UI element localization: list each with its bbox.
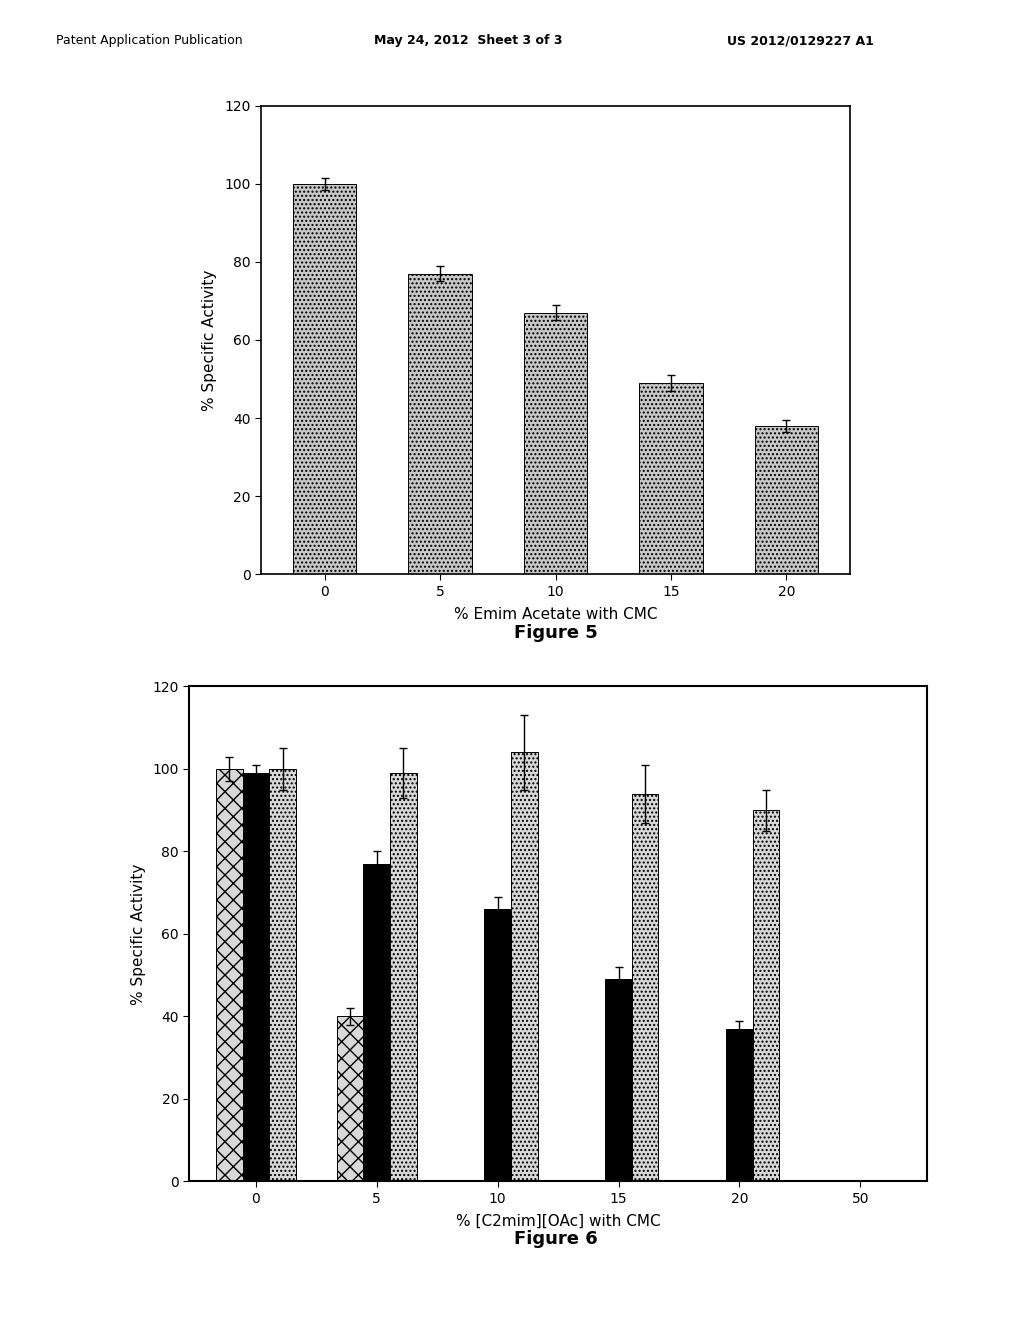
Bar	[243, 774, 269, 1181]
Bar	[753, 810, 779, 1181]
Y-axis label: % Specific Activity: % Specific Activity	[203, 269, 217, 411]
Bar	[293, 183, 356, 574]
Text: US 2012/0129227 A1: US 2012/0129227 A1	[727, 34, 873, 48]
Bar	[364, 863, 390, 1181]
Text: Figure 5: Figure 5	[514, 624, 598, 643]
Bar	[409, 273, 472, 574]
Bar	[632, 793, 658, 1181]
X-axis label: % Emim Acetate with CMC: % Emim Acetate with CMC	[454, 607, 657, 622]
Bar	[390, 774, 417, 1181]
Bar	[639, 383, 702, 574]
Text: May 24, 2012  Sheet 3 of 3: May 24, 2012 Sheet 3 of 3	[374, 34, 562, 48]
Bar	[726, 1028, 753, 1181]
Text: Patent Application Publication: Patent Application Publication	[56, 34, 243, 48]
Bar	[269, 768, 296, 1181]
Bar	[484, 909, 511, 1181]
Bar	[755, 426, 818, 574]
Text: Figure 6: Figure 6	[514, 1230, 598, 1249]
Bar	[337, 1016, 364, 1181]
Bar	[523, 313, 588, 574]
Bar	[216, 768, 243, 1181]
Bar	[605, 979, 632, 1181]
Bar	[511, 752, 538, 1181]
Y-axis label: % Specific Activity: % Specific Activity	[131, 863, 145, 1005]
X-axis label: % [C2mim][OAc] with CMC: % [C2mim][OAc] with CMC	[456, 1214, 660, 1229]
